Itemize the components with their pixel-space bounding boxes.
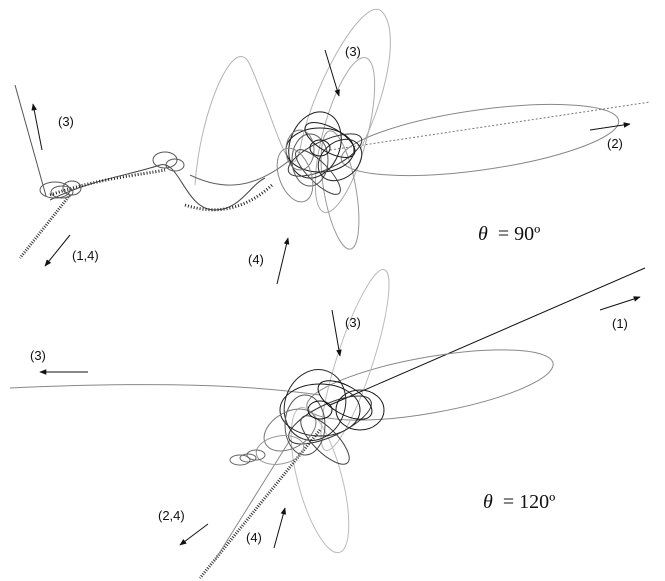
trajectory-cluster-bottom xyxy=(255,369,385,465)
trajectory-ellipse-big xyxy=(340,103,620,177)
arrow-1 xyxy=(599,296,641,311)
arrow-2 xyxy=(589,122,631,131)
arrow-label-4-top: (4) xyxy=(248,252,264,267)
trajectory-wave xyxy=(49,164,266,211)
trajectory-left-tail xyxy=(18,194,72,259)
trajectory-spiral-band xyxy=(49,168,274,212)
trajectory-left-escape xyxy=(9,384,321,396)
arrow-label-1: (1) xyxy=(612,316,628,331)
trajectory-coils-bottom xyxy=(229,449,266,466)
angle-label-90: θ = 90º xyxy=(478,223,540,245)
arrow-label-2: (2) xyxy=(607,136,623,151)
angle-label-120: θ = 120º xyxy=(483,491,555,513)
trajectory-ellipse-up xyxy=(314,57,376,213)
arrow-label-3-bottom-left: (3) xyxy=(30,348,46,363)
arrow-label-2-4: (2,4) xyxy=(158,508,185,523)
arrow-label-3-left: (3) xyxy=(58,114,74,129)
arrow-label-4-bottom: (4) xyxy=(246,530,262,545)
trajectory-ribbon xyxy=(189,159,291,186)
panel-theta-90: (3) (3) (2) (1,4) (4) θ = 90º xyxy=(14,8,651,285)
arrow-4-bottom xyxy=(273,507,287,549)
arrow-label-1-4: (1,4) xyxy=(72,248,99,263)
trajectory-cluster-top xyxy=(276,111,363,203)
panel-theta-120: (3) (1) (3) (2,4) (4) θ = 120º xyxy=(9,267,646,579)
trajectory-light-loop xyxy=(194,8,391,186)
arrow-3-top xyxy=(324,49,340,97)
arrow-4-top xyxy=(276,237,290,285)
arrow-3-bottom-top xyxy=(331,309,342,357)
arrow-3-left xyxy=(31,103,43,151)
arrow-label-3-top: (3) xyxy=(345,44,361,59)
trajectory-tail-thin xyxy=(214,439,291,561)
arrow-2-4 xyxy=(179,523,209,546)
trajectory-long-line xyxy=(14,84,47,197)
arrow-1-4 xyxy=(44,234,71,267)
arrow-label-3-bottom-top: (3) xyxy=(345,315,361,330)
trajectory-tail-diagonal xyxy=(198,429,322,579)
trajectory-dotted-escape xyxy=(329,101,651,151)
trajectory-long-escape xyxy=(329,267,646,406)
trajectory-ellipse-lower xyxy=(290,406,350,554)
trajectory-coils-left xyxy=(39,151,185,199)
trajectory-ellipse-down xyxy=(320,130,360,250)
trajectory-ellipse-right xyxy=(306,349,554,421)
